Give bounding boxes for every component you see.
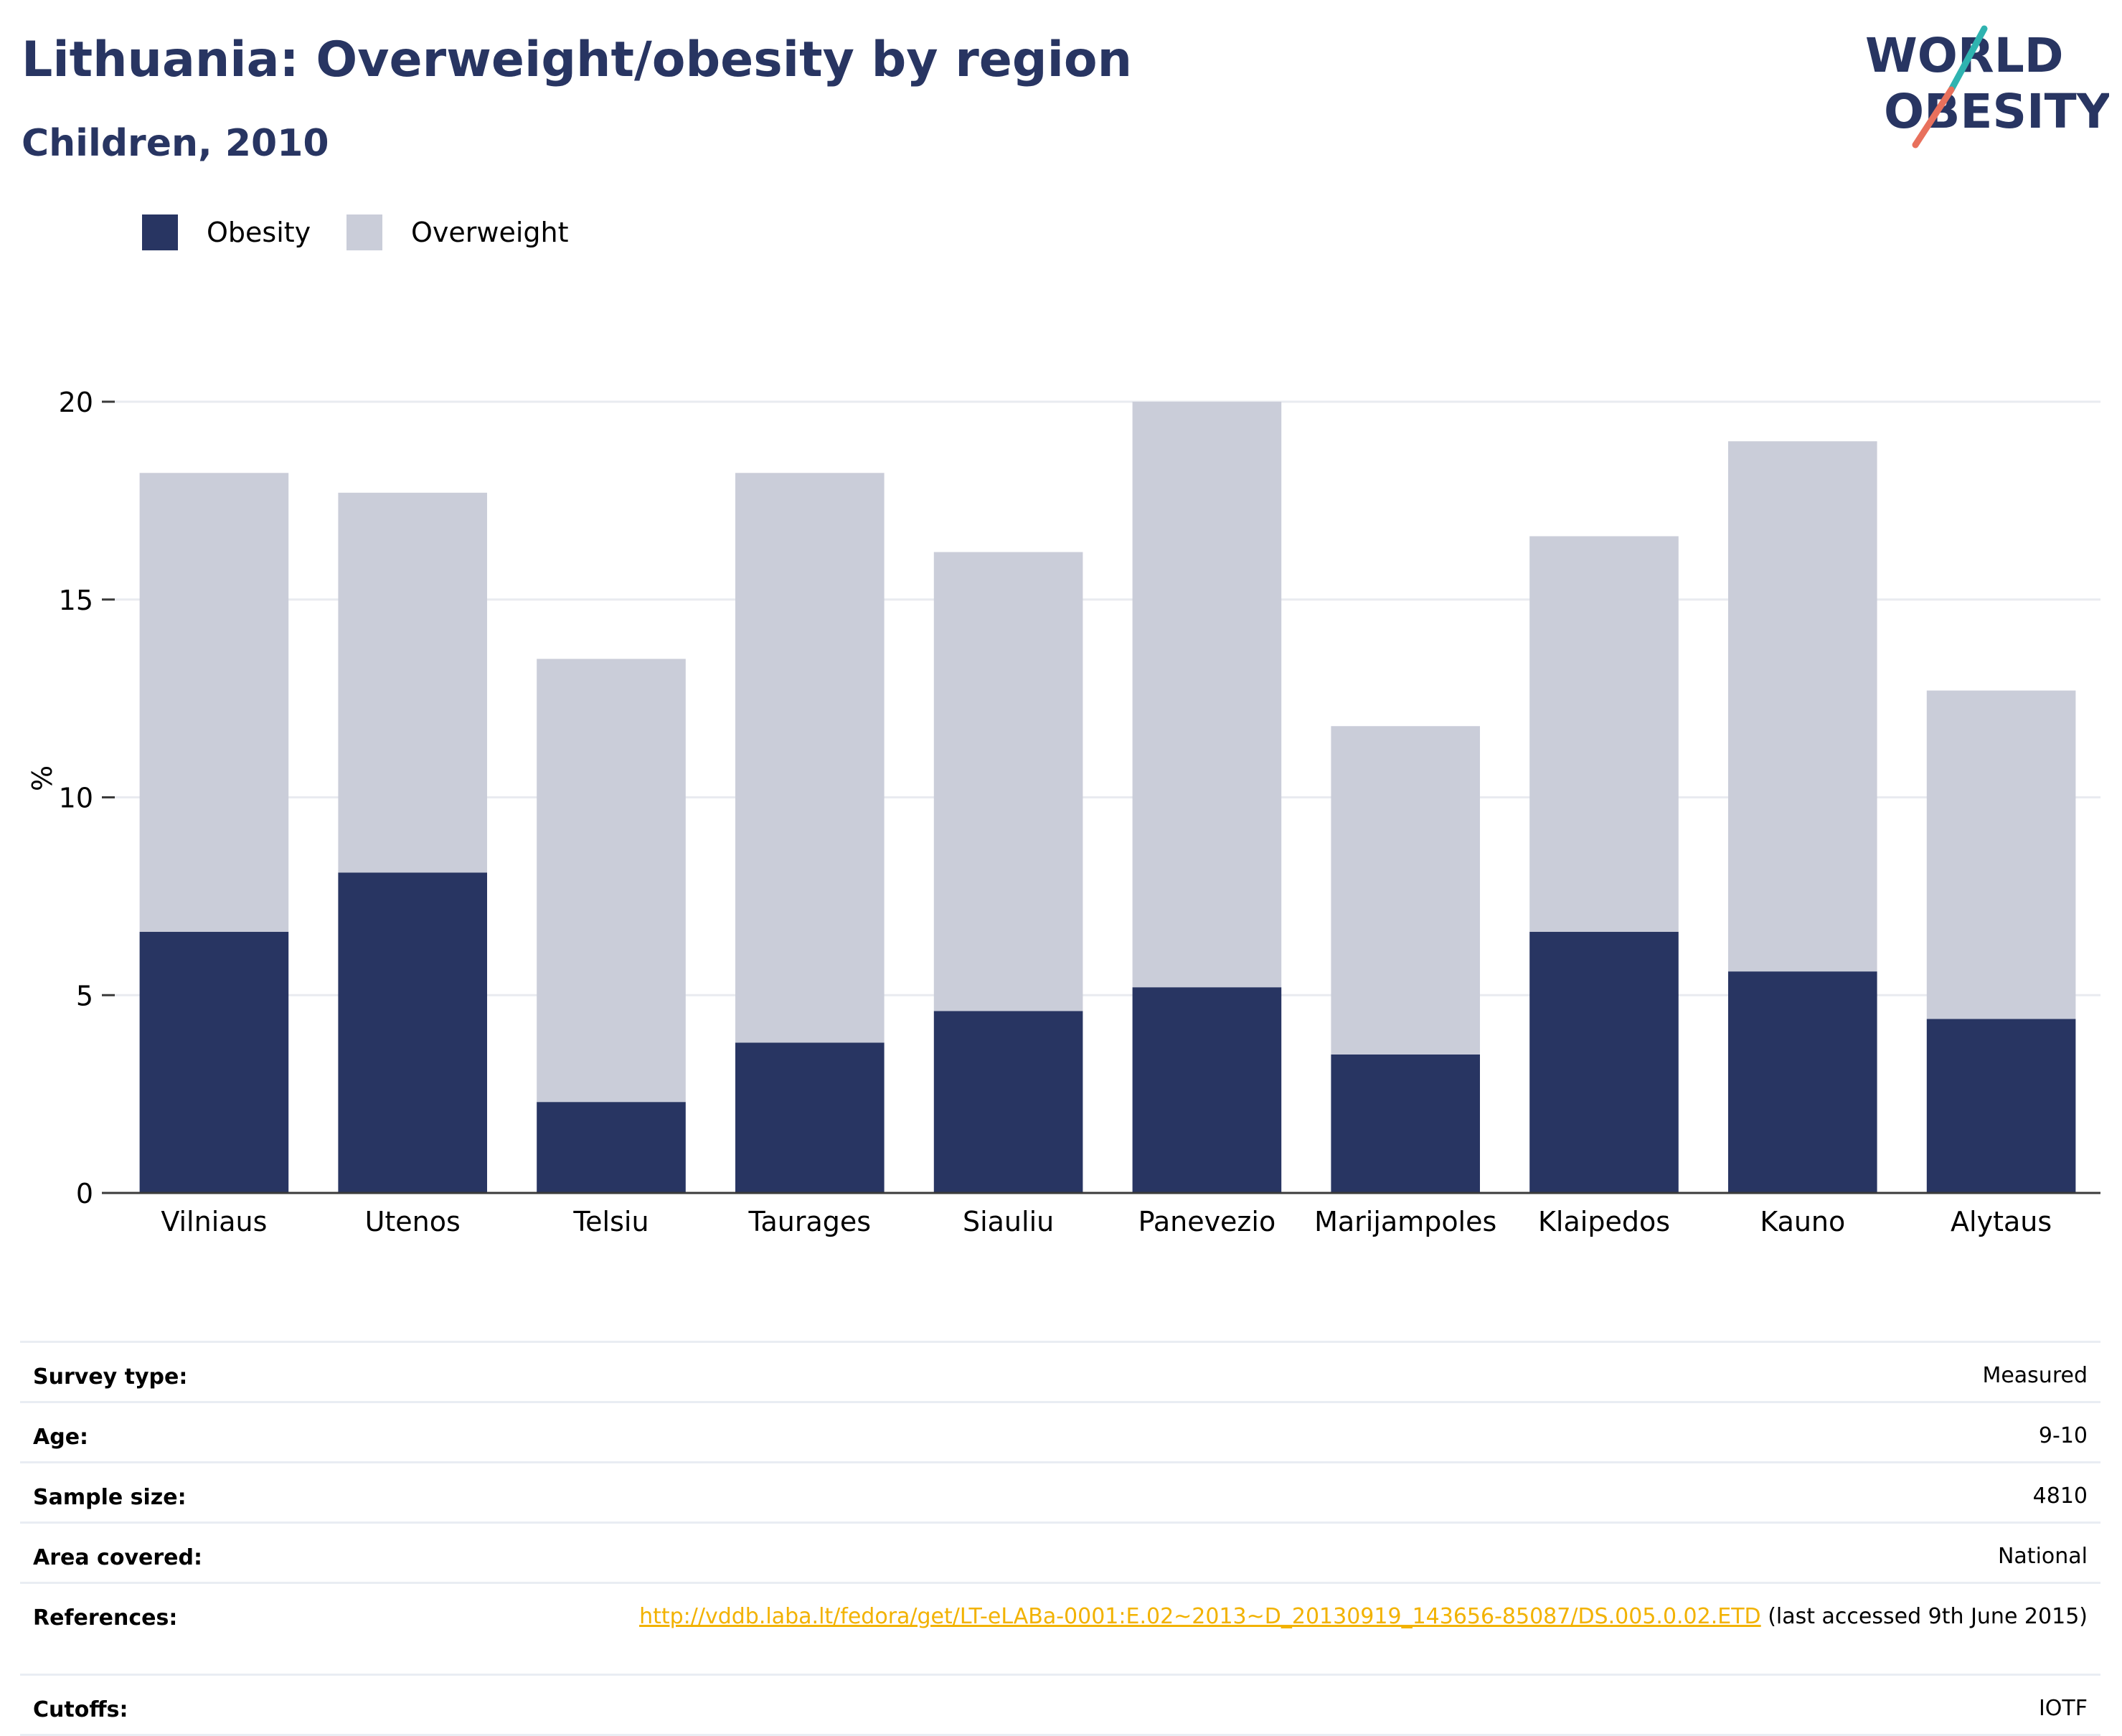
info-table: Survey type: Measured Age: 9-10 Sample s… xyxy=(20,1283,2100,1736)
bar-obesity-utenos[interactable] xyxy=(338,872,487,1193)
info-label-cutoffs: Cutoffs: xyxy=(33,1697,128,1722)
bar-overweight-siauliu[interactable] xyxy=(933,552,1083,1011)
info-row-age: Age: 9-10 xyxy=(20,1403,2100,1463)
bar-overweight-marijampoles[interactable] xyxy=(1331,726,1480,1055)
info-value-references: http://vddb.laba.lt/fedora/get/LT-eLABa-… xyxy=(639,1602,2088,1632)
x-axis-labels: Vilniaus Utenos Telsiu Taurages Siauliu Panev… xyxy=(161,1206,2052,1237)
bar-obesity-vilniaus[interactable] xyxy=(139,932,289,1193)
world-obesity-logo: WORLD OBESITY xyxy=(1865,25,2109,148)
legend-label-obesity: Obesity xyxy=(207,217,311,248)
x-tick-label: Panevezio xyxy=(1138,1206,1276,1237)
bar-obesity-taurages[interactable] xyxy=(735,1042,885,1193)
legend-item-overweight[interactable]: Overweight xyxy=(346,214,569,251)
bar-obesity-panevezio[interactable] xyxy=(1132,987,1282,1193)
info-label-references: References: xyxy=(33,1605,178,1631)
y-tick-label: 10 xyxy=(59,783,93,814)
info-value-survey-type: Measured xyxy=(1982,1363,2088,1388)
bar-obesity-siauliu[interactable] xyxy=(933,1011,1083,1193)
bar-obesity-kauno[interactable] xyxy=(1728,971,1877,1193)
legend-swatch-overweight xyxy=(346,214,382,250)
bar-overweight-panevezio[interactable] xyxy=(1132,402,1282,988)
info-row-sample-size: Sample size: 4810 xyxy=(20,1463,2100,1524)
x-tick-label: Siauliu xyxy=(963,1206,1054,1237)
x-tick-label: Klaipedos xyxy=(1538,1206,1670,1237)
legend-label-overweight: Overweight xyxy=(411,217,569,248)
bar-obesity-klaipedos[interactable] xyxy=(1529,932,1679,1193)
info-row-divider xyxy=(20,1283,2100,1343)
info-label-survey-type: Survey type: xyxy=(33,1364,188,1390)
info-row-cutoffs: Cutoffs: IOTF xyxy=(20,1676,2100,1736)
bar-obesity-alytaus[interactable] xyxy=(1926,1019,2076,1193)
bar-obesity-marijampoles[interactable] xyxy=(1331,1054,1480,1193)
info-label-sample-size: Sample size: xyxy=(33,1485,187,1510)
y-tick-label: 5 xyxy=(76,980,93,1011)
bar-overweight-telsiu[interactable] xyxy=(537,659,686,1103)
info-label-age: Age: xyxy=(33,1425,89,1450)
y-tick-label: 0 xyxy=(76,1178,93,1209)
y-tick-label: 20 xyxy=(59,387,93,418)
y-axis-ticks: 0 5 10 15 20 xyxy=(59,387,115,1209)
y-axis-title: % xyxy=(27,765,58,791)
bar-overweight-taurages[interactable] xyxy=(735,473,885,1043)
reference-note: (last accessed 9th June 2015) xyxy=(1760,1604,2088,1629)
stacked-bar-chart: 0 5 10 15 20 % Vilniaus Utenos Telsiu Taurages S… xyxy=(27,387,2100,1237)
bar-overweight-kauno[interactable] xyxy=(1728,441,1877,972)
chart-title: Lithuania: Overweight/obesity by region xyxy=(22,32,1133,88)
bar-overweight-vilniaus[interactable] xyxy=(139,473,289,933)
info-row-references: References: http://vddb.laba.lt/fedora/g… xyxy=(20,1584,2100,1676)
x-tick-label: Marijampoles xyxy=(1314,1206,1496,1237)
legend-item-obesity[interactable]: Obesity xyxy=(142,214,311,251)
info-value-age: 9-10 xyxy=(2038,1423,2088,1448)
legend-swatch-obesity xyxy=(142,214,178,250)
logo-text-world: WORLD xyxy=(1865,28,2064,83)
x-tick-label: Alytaus xyxy=(1951,1206,2052,1237)
info-value-cutoffs: IOTF xyxy=(2038,1696,2088,1721)
chart-subtitle: Children, 2010 xyxy=(22,122,329,165)
x-tick-label: Taurages xyxy=(748,1206,872,1237)
info-label-area-covered: Area covered: xyxy=(33,1545,202,1570)
reference-link[interactable]: http://vddb.laba.lt/fedora/get/LT-eLABa-… xyxy=(639,1604,1761,1629)
x-tick-label: Vilniaus xyxy=(161,1206,267,1237)
info-row-area-covered: Area covered: National xyxy=(20,1524,2100,1584)
info-value-sample-size: 4810 xyxy=(2032,1483,2088,1509)
bar-overweight-utenos[interactable] xyxy=(338,492,487,873)
x-tick-label: Kauno xyxy=(1760,1206,1845,1237)
info-value-area-covered: National xyxy=(1997,1544,2088,1569)
y-tick-label: 15 xyxy=(59,585,93,616)
x-tick-label: Telsiu xyxy=(572,1206,649,1237)
bar-overweight-klaipedos[interactable] xyxy=(1529,536,1679,933)
info-row-survey-type: Survey type: Measured xyxy=(20,1343,2100,1403)
logo-slash-red xyxy=(1912,86,1955,148)
bar-obesity-telsiu[interactable] xyxy=(537,1102,686,1193)
x-tick-label: Utenos xyxy=(365,1206,461,1237)
logo-text-obesity: OBESITY xyxy=(1884,84,2109,139)
logo-slash-teal xyxy=(1948,25,1988,93)
bars xyxy=(139,402,2076,1193)
bar-overweight-alytaus[interactable] xyxy=(1926,690,2076,1019)
